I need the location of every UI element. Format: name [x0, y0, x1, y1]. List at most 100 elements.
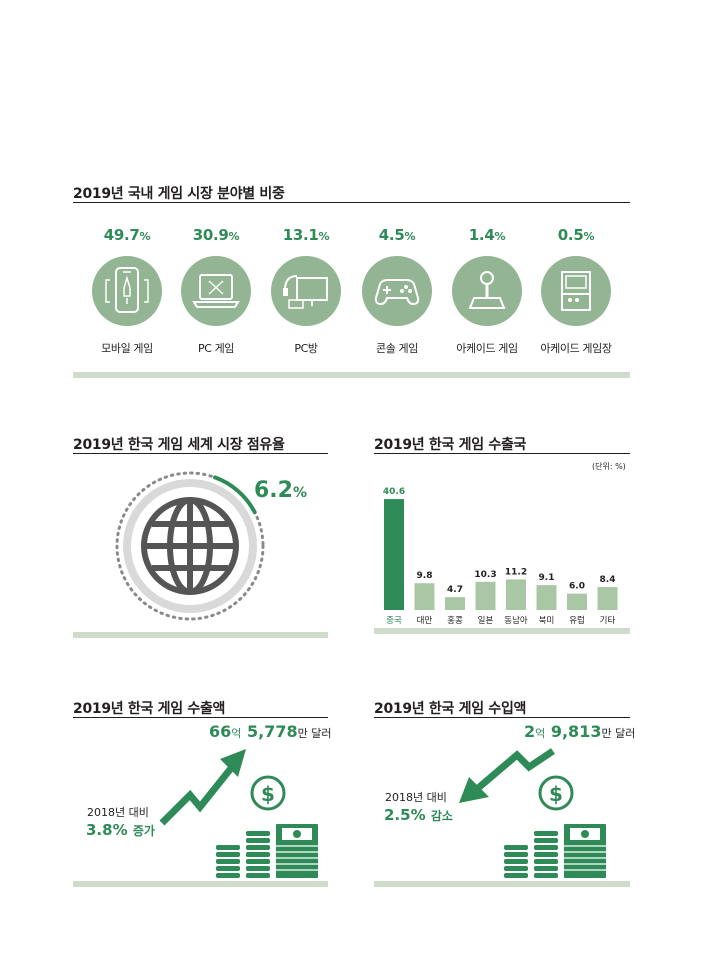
segment-pct: 4.5 — [378, 226, 405, 244]
amount-unit-a: 억 — [535, 727, 546, 740]
segment-console: 4.5% 콘솔 게임 — [357, 226, 437, 356]
change-value: 2.5% — [384, 806, 426, 824]
svg-text:$: $ — [549, 782, 563, 806]
section-separator — [374, 881, 630, 887]
bar-value-label: 11.2 — [505, 567, 527, 577]
money-stack-icon: $ — [504, 775, 606, 878]
title-rule — [374, 717, 630, 718]
chart-baseline — [374, 628, 630, 634]
section-separator — [73, 881, 328, 887]
bar-4 — [506, 579, 526, 610]
segment-pc-room: 13.1% PC방 — [266, 226, 346, 356]
category-label: 중국 — [386, 616, 402, 626]
joystick-icon — [452, 256, 522, 326]
segment-pc: 30.9% PC 게임 — [176, 226, 256, 356]
share-number: 6.2 — [254, 478, 293, 503]
laptop-game-icon — [181, 256, 251, 326]
segment-label: 모바일 게임 — [101, 342, 153, 355]
segment-label: PC방 — [294, 342, 318, 355]
category-label: 동남아 — [504, 615, 528, 626]
share-unit: % — [292, 485, 308, 501]
segment-pct: 1.4 — [468, 226, 495, 244]
bar-5 — [536, 585, 557, 610]
import-amount: 2억 9,813만 달러 — [524, 722, 635, 741]
segment-unit: % — [139, 230, 151, 243]
segments-title: 2019년 국내 게임 시장 분야별 비중 — [73, 186, 285, 202]
segment-arcade: 1.4% 아케이드 게임 — [447, 226, 527, 356]
title-rule — [73, 202, 630, 203]
segment-unit: % — [228, 230, 240, 243]
share-title: 2019년 한국 게임 세계 시장 점유율 — [73, 437, 285, 453]
arcade-machine-icon — [541, 256, 611, 326]
chart-title: 2019년 한국 게임 수출국 — [374, 437, 527, 453]
bar-value-label: 10.3 — [474, 570, 496, 580]
change-value: 3.8% — [86, 821, 128, 839]
bar-7 — [597, 587, 618, 610]
segment-pct: 0.5 — [557, 226, 584, 244]
category-label: 일본 — [478, 616, 494, 626]
import-compare: 2018년 대비 — [385, 791, 447, 804]
bar-value-label: 9.1 — [539, 573, 555, 583]
title-rule — [73, 453, 328, 454]
share-value: 6.2% — [254, 478, 307, 503]
category-label: 기타 — [600, 616, 616, 626]
chart-unit-note: (단위: %) — [592, 462, 626, 471]
export-amount: 66억 5,778만 달러 — [209, 722, 331, 741]
segment-label: 콘솔 게임 — [376, 342, 418, 355]
category-label: 홍콩 — [447, 615, 463, 626]
segment-arcade-room: 0.5% 아케이드 게임장 — [536, 226, 616, 356]
section-separator — [73, 372, 630, 378]
amount-unit-a: 억 — [231, 727, 242, 740]
bar-1 — [414, 583, 435, 610]
export-title: 2019년 한국 게임 수출액 — [73, 701, 226, 717]
down-trend-arrow-icon — [459, 748, 555, 803]
segment-label: 아케이드 게임장 — [540, 342, 612, 355]
category-label: 대만 — [417, 616, 433, 626]
bar-6 — [567, 593, 587, 610]
segment-pct: 30.9 — [192, 226, 229, 244]
money-stack-icon: $ — [216, 775, 318, 878]
up-trend-arrow-icon — [159, 749, 246, 826]
bar-value-label: 9.8 — [417, 571, 433, 581]
segment-pct: 49.7 — [103, 226, 140, 244]
amount-part-b: 5,778 — [246, 722, 298, 741]
section-separator — [73, 632, 328, 638]
title-rule — [73, 717, 328, 718]
segment-unit: % — [583, 230, 595, 243]
amount-part-a: 2 — [524, 722, 536, 741]
export-change: 3.8% 증가 — [86, 821, 155, 839]
amount-part-a: 66 — [209, 722, 232, 741]
category-label: 북미 — [539, 616, 555, 626]
title-rule — [374, 453, 630, 454]
bar-value-label: 6.0 — [569, 582, 585, 592]
category-label: 유럽 — [569, 616, 585, 626]
bar-value-label: 8.4 — [600, 575, 616, 585]
segment-unit: % — [494, 230, 506, 243]
segment-label: 아케이드 게임 — [456, 342, 518, 355]
svg-text:$: $ — [261, 782, 275, 806]
segment-mobile: 49.7% 모바일 게임 — [87, 226, 167, 356]
pc-room-icon — [271, 256, 341, 326]
bar-value-label: 40.6 — [383, 487, 405, 497]
segment-unit: % — [318, 230, 330, 243]
bar-3 — [475, 581, 496, 610]
amount-part-b: 9,813 — [550, 722, 602, 741]
import-title: 2019년 한국 게임 수입액 — [374, 701, 527, 717]
amount-unit-b: 만 달러 — [601, 727, 636, 740]
import-change: 2.5% 감소 — [384, 806, 453, 824]
export-bar-chart: 40.6 중국 9.8 대만 4.7 홍콩 10.3 일본 11.2 동남아 9.1 북미 6.0 유럽 8… — [374, 487, 630, 634]
segment-unit: % — [404, 230, 416, 243]
export-compare: 2018년 대비 — [87, 806, 149, 819]
bar-2 — [445, 597, 465, 610]
share-arc — [213, 475, 257, 515]
amount-unit-b: 만 달러 — [297, 727, 332, 740]
mobile-game-icon — [92, 256, 162, 326]
change-word: 감소 — [430, 809, 453, 823]
segment-label: PC 게임 — [197, 342, 235, 355]
change-word: 증가 — [132, 824, 155, 838]
bar-value-label: 4.7 — [447, 585, 463, 595]
bar-0 — [384, 499, 404, 610]
globe-share-graphic — [115, 471, 265, 621]
segment-pct: 13.1 — [282, 226, 319, 244]
gamepad-icon — [362, 256, 432, 326]
